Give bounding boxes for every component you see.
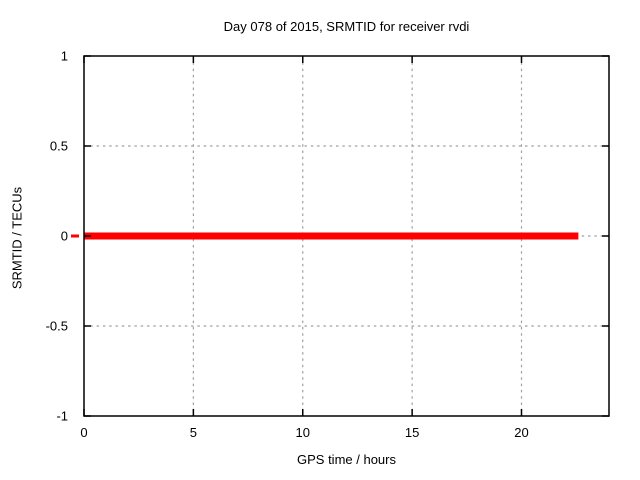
y-tick-label: 1 (61, 49, 68, 64)
x-tick-label: 10 (296, 425, 310, 440)
y-tick-label: -1 (56, 409, 68, 424)
x-tick-label: 0 (80, 425, 87, 440)
stray-red-dash-left-of-axis (71, 234, 79, 238)
x-axis-label: GPS time / hours (297, 452, 396, 467)
y-tick-label: -0.5 (46, 319, 68, 334)
x-tick-label: 15 (405, 425, 419, 440)
x-tick-label: 20 (514, 425, 528, 440)
chart-title: Day 078 of 2015, SRMTID for receiver rvd… (223, 19, 470, 34)
y-tick-label: 0.5 (50, 139, 68, 154)
x-tick-label: 5 (190, 425, 197, 440)
y-tick-label: 0 (61, 229, 68, 244)
